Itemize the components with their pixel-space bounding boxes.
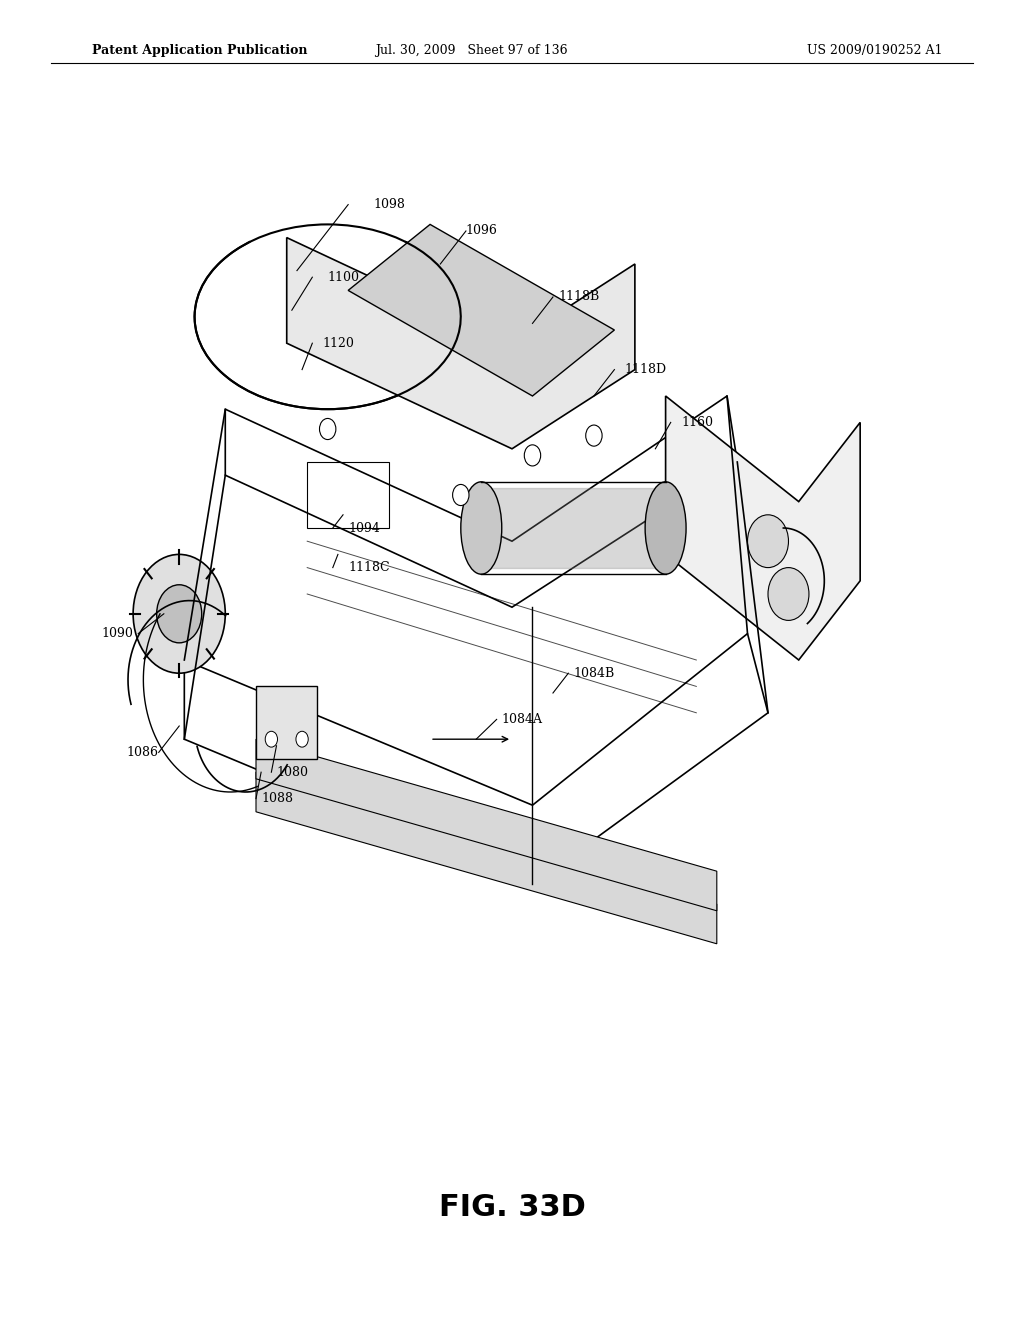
Text: Jul. 30, 2009   Sheet 97 of 136: Jul. 30, 2009 Sheet 97 of 136 — [375, 44, 567, 57]
Text: 1118D: 1118D — [625, 363, 667, 376]
Polygon shape — [287, 238, 635, 449]
Circle shape — [319, 418, 336, 440]
Text: US 2009/0190252 A1: US 2009/0190252 A1 — [807, 44, 942, 57]
Circle shape — [453, 484, 469, 506]
Circle shape — [768, 568, 809, 620]
Text: 1098: 1098 — [374, 198, 406, 211]
Polygon shape — [256, 739, 717, 911]
Text: FIG. 33D: FIG. 33D — [438, 1193, 586, 1222]
Polygon shape — [256, 772, 717, 944]
Circle shape — [748, 515, 788, 568]
Ellipse shape — [461, 482, 502, 574]
Ellipse shape — [645, 482, 686, 574]
FancyBboxPatch shape — [256, 686, 317, 759]
Text: 1096: 1096 — [466, 224, 498, 238]
Circle shape — [157, 585, 202, 643]
Text: 1084B: 1084B — [573, 667, 614, 680]
Text: 1088: 1088 — [261, 792, 293, 805]
Polygon shape — [666, 396, 860, 660]
Polygon shape — [348, 224, 614, 396]
Text: 1080: 1080 — [276, 766, 308, 779]
Text: 1160: 1160 — [681, 416, 713, 429]
Circle shape — [524, 445, 541, 466]
Text: 1100: 1100 — [328, 271, 359, 284]
Text: 1118C: 1118C — [348, 561, 390, 574]
Text: Patent Application Publication: Patent Application Publication — [92, 44, 307, 57]
Circle shape — [133, 554, 225, 673]
Text: 1094: 1094 — [348, 521, 380, 535]
Text: 1090: 1090 — [101, 627, 133, 640]
Text: 1086: 1086 — [127, 746, 159, 759]
Text: 1084A: 1084A — [502, 713, 543, 726]
Text: 1120: 1120 — [323, 337, 354, 350]
Circle shape — [586, 425, 602, 446]
Circle shape — [265, 731, 278, 747]
Text: 1118B: 1118B — [558, 290, 599, 304]
Circle shape — [296, 731, 308, 747]
